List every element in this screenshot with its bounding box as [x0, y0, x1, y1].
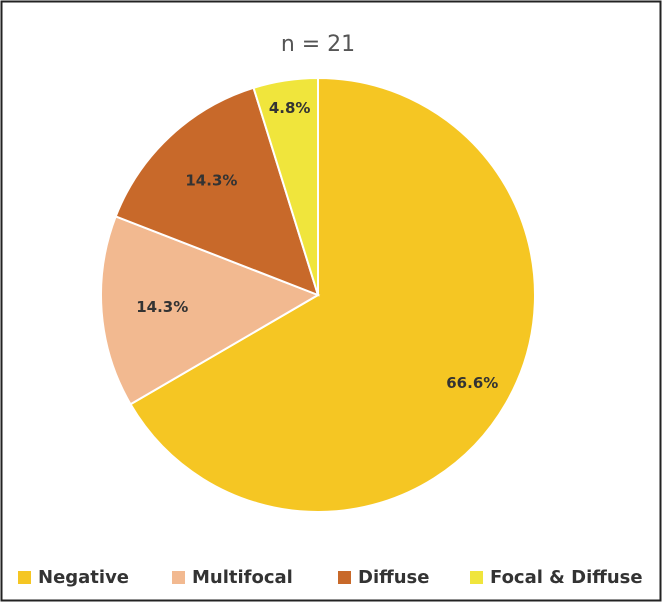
legend-swatch: [338, 571, 351, 584]
chart-title: n = 21: [281, 32, 355, 57]
pie-slice: [252, 76, 319, 296]
legend-swatch: [18, 571, 31, 584]
legend-label: Focal & Diffuse: [490, 567, 643, 588]
pie-slice: [114, 86, 320, 297]
pie-slice: [129, 76, 536, 513]
legend-label: Multifocal: [192, 567, 293, 588]
data-label: 4.8%: [269, 99, 311, 117]
data-label: 14.3%: [185, 171, 237, 189]
data-label: 14.3%: [136, 298, 188, 316]
legend-swatch: [172, 571, 185, 584]
legend-swatch: [470, 571, 483, 584]
legend-label: Negative: [38, 567, 129, 588]
data-label: 66.6%: [446, 374, 498, 392]
pie-slice: [100, 215, 321, 406]
legend-label: Diffuse: [358, 567, 429, 588]
